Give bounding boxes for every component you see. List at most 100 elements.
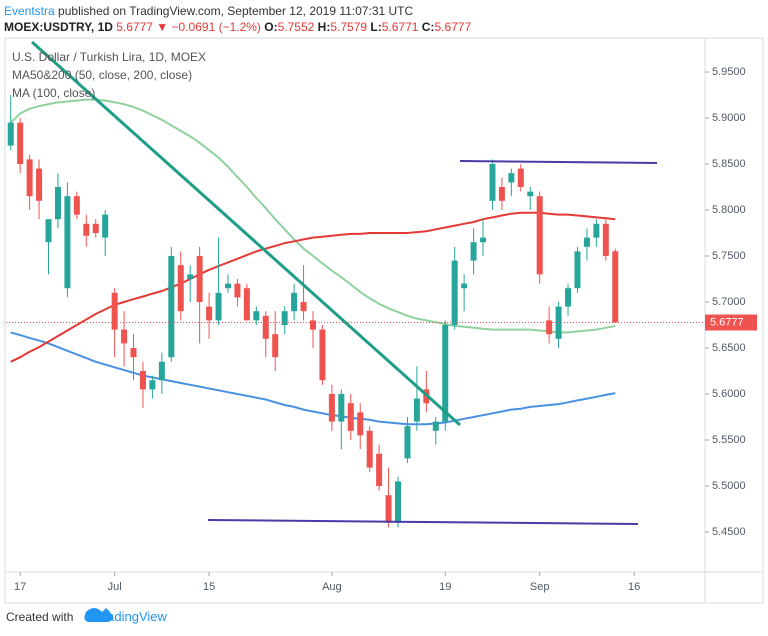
candle-body bbox=[262, 315, 269, 339]
candle-body bbox=[432, 421, 439, 431]
candle-body bbox=[73, 196, 80, 215]
plot: 5.4500 5.5000 5.5500 5.6000 5.6500 5.7000 5.75… bbox=[6, 66, 746, 593]
candle-body bbox=[243, 288, 250, 321]
quote-line: MOEX:USDTRY, 1D 5.6777 ▼ −0.0691 (−1.2%)… bbox=[4, 19, 471, 35]
candle-body bbox=[215, 292, 222, 321]
candle-body bbox=[338, 393, 345, 422]
x-tick-label: 16 bbox=[628, 581, 640, 593]
candle-body bbox=[234, 283, 241, 298]
y-tick-label: 5.4500 bbox=[712, 526, 746, 538]
candle-body bbox=[111, 292, 118, 330]
candle-body bbox=[451, 260, 458, 325]
created-with: Created with bbox=[6, 610, 74, 624]
candle-body bbox=[130, 347, 137, 358]
candle-body bbox=[196, 256, 203, 302]
y-tick-label: 5.6500 bbox=[712, 342, 746, 354]
x-tick-label: Aug bbox=[322, 581, 342, 593]
candle-body bbox=[517, 168, 524, 188]
candle-body bbox=[206, 306, 213, 321]
candle-body bbox=[7, 122, 14, 146]
author[interactable]: Eventstra bbox=[4, 4, 55, 18]
candle-body bbox=[498, 187, 505, 201]
candle-body bbox=[17, 122, 24, 165]
legend-entry: U.S. Dollar / Turkish Lira, 1D, MOEX bbox=[12, 50, 206, 64]
high: 5.7579 bbox=[330, 20, 368, 34]
candle-body bbox=[187, 274, 194, 279]
candle-body bbox=[272, 334, 279, 358]
candle-body bbox=[395, 481, 402, 523]
change: −0.0691 (−1.2%) bbox=[171, 20, 261, 34]
candle-body bbox=[139, 370, 146, 390]
l-label: L: bbox=[370, 20, 382, 34]
symbol: MOEX:USDTRY, 1D bbox=[4, 20, 113, 34]
legend-entry: MA50&200 (50, close, 200, close) bbox=[12, 68, 192, 82]
header: Eventstra published on TradingView.com, … bbox=[4, 3, 471, 35]
candle-body bbox=[357, 412, 364, 436]
candle-body bbox=[489, 164, 496, 201]
candle-body bbox=[612, 251, 619, 323]
y-tick-label: 5.7000 bbox=[712, 296, 746, 308]
candle-body bbox=[45, 219, 52, 243]
candle-body bbox=[376, 453, 383, 486]
open: 5.7552 bbox=[277, 20, 315, 34]
logo-icon bbox=[84, 608, 113, 622]
o-label: O: bbox=[264, 20, 278, 34]
support-line bbox=[207, 519, 639, 525]
x-tick-label: 15 bbox=[203, 581, 215, 593]
legend-entry: MA (100, close) bbox=[12, 86, 95, 100]
candle-body bbox=[64, 196, 71, 289]
candle-body bbox=[404, 426, 411, 459]
candle-body bbox=[177, 265, 184, 312]
moving-average bbox=[10, 211, 616, 363]
candle-body bbox=[536, 196, 543, 275]
arrow: ▼ bbox=[156, 20, 169, 34]
candle-body bbox=[291, 292, 298, 312]
x-tick-label: 19 bbox=[439, 581, 451, 593]
chart-frame bbox=[4, 37, 764, 604]
candle-body bbox=[480, 237, 487, 243]
y-tick-label: 5.9000 bbox=[712, 112, 746, 124]
moving-average bbox=[10, 98, 616, 334]
candle-body bbox=[149, 380, 156, 390]
candle-body bbox=[583, 237, 590, 247]
candle-body bbox=[508, 173, 515, 183]
low: 5.6771 bbox=[381, 20, 419, 34]
candle-body bbox=[527, 191, 534, 197]
candle-body bbox=[366, 430, 373, 468]
y-tick-label: 5.6000 bbox=[712, 388, 746, 400]
candle-body bbox=[413, 398, 420, 422]
candle-body bbox=[470, 242, 477, 261]
candle-body bbox=[593, 223, 600, 238]
candle-body bbox=[36, 168, 43, 201]
candle-body bbox=[461, 283, 468, 289]
published: published on TradingView.com, September … bbox=[58, 4, 414, 18]
publish-line: Eventstra published on TradingView.com, … bbox=[4, 3, 471, 19]
x-tick-label: Sep bbox=[530, 581, 550, 593]
candle-body bbox=[309, 320, 316, 330]
candle-body bbox=[102, 214, 109, 238]
candle-body bbox=[319, 329, 326, 381]
last-price-label: 5.6777 bbox=[710, 316, 744, 328]
candle-body bbox=[574, 251, 581, 289]
candle-body bbox=[546, 320, 553, 335]
resistance-line bbox=[459, 160, 658, 164]
candle-body bbox=[26, 159, 33, 197]
y-tick-label: 5.5500 bbox=[712, 434, 746, 446]
candle-body bbox=[602, 223, 609, 257]
candle-body bbox=[253, 311, 260, 321]
c-label: C: bbox=[421, 20, 435, 34]
candle-body bbox=[300, 301, 307, 312]
brand[interactable]: TradingView bbox=[95, 609, 167, 624]
moving-average bbox=[10, 331, 616, 426]
y-tick-label: 5.5000 bbox=[712, 480, 746, 492]
trend-line bbox=[30, 40, 462, 427]
y-tick-label: 5.7500 bbox=[712, 250, 746, 262]
x-tick-label: 17 bbox=[14, 581, 26, 593]
candle-body bbox=[385, 495, 392, 523]
candle-body bbox=[54, 187, 61, 220]
candle-body bbox=[121, 329, 128, 344]
candle-body bbox=[92, 223, 99, 234]
candle-body bbox=[347, 403, 354, 431]
